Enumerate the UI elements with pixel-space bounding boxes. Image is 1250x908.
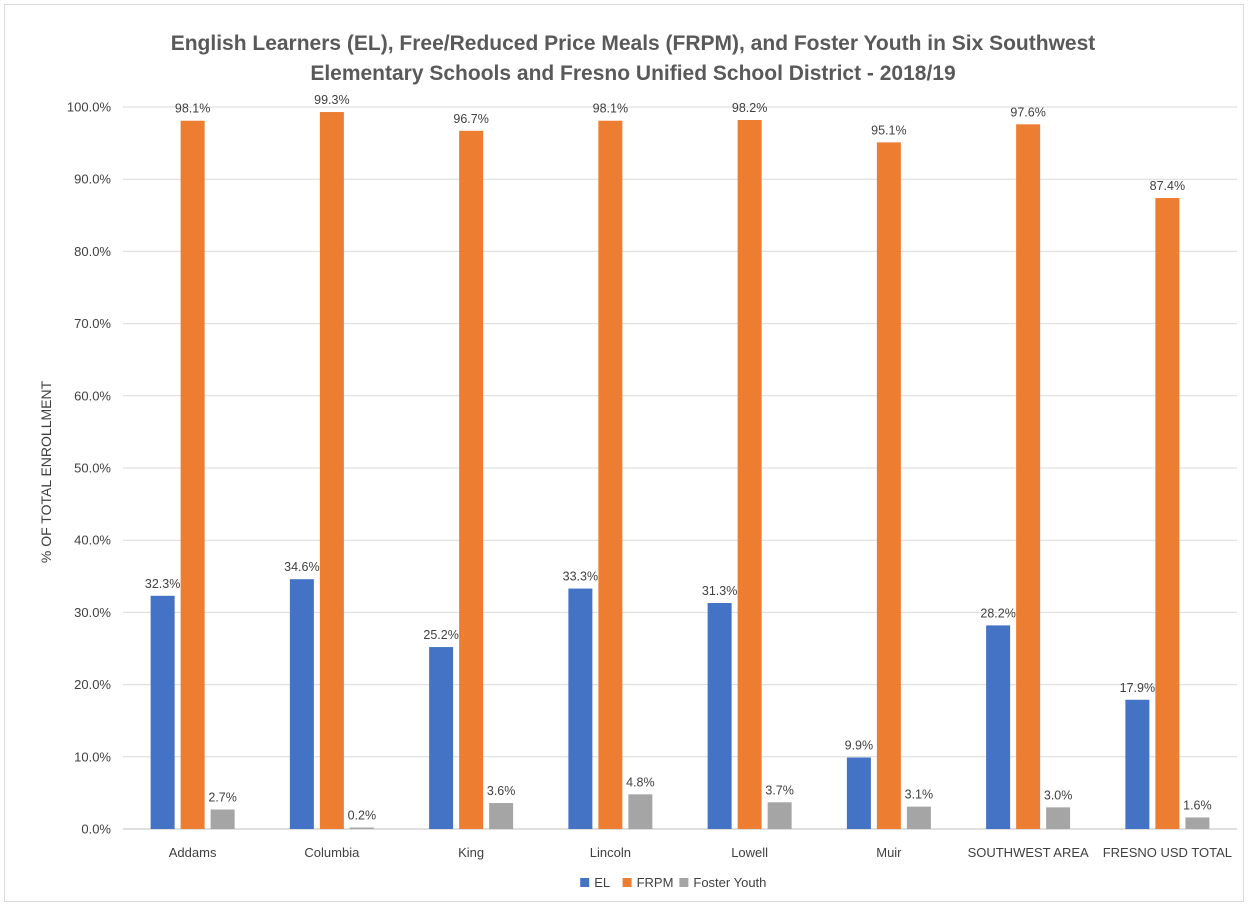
bar-foster-youth — [489, 803, 514, 829]
y-tick-label: 70.0% — [74, 316, 111, 331]
x-category-label: Muir — [876, 845, 902, 860]
y-tick-label: 50.0% — [74, 461, 111, 476]
data-label: 98.2% — [732, 101, 767, 115]
data-label: 9.9% — [845, 739, 874, 753]
data-label: 31.3% — [702, 584, 737, 598]
y-tick-label: 10.0% — [74, 749, 111, 764]
legend-label: FRPM — [637, 875, 674, 890]
chart-frame: English Learners (EL), Free/Reduced Pric… — [4, 4, 1244, 902]
x-category-label: FRESNO USD TOTAL — [1103, 845, 1232, 860]
data-label: 3.0% — [1044, 788, 1073, 802]
data-label: 34.6% — [284, 560, 319, 574]
y-tick-label: 80.0% — [74, 244, 111, 259]
bar-el — [289, 579, 314, 829]
data-label: 97.6% — [1010, 105, 1045, 119]
y-tick-label: 60.0% — [74, 388, 111, 403]
legend-label: Foster Youth — [693, 875, 766, 890]
bar-frpm — [319, 112, 344, 829]
data-label: 3.6% — [487, 784, 516, 798]
bar-el — [150, 595, 175, 829]
bar-el — [568, 588, 593, 829]
legend-swatch-foster-youth — [679, 878, 689, 887]
y-tick-label: 90.0% — [74, 172, 111, 187]
bar-foster-youth — [767, 802, 792, 829]
data-labels: 32.3% 98.1% 2.7% 34.6% 99.3% 0.2% 25.2% 96.7% 3.… — [145, 93, 1212, 823]
bar-frpm — [737, 119, 762, 830]
data-label: 98.1% — [175, 102, 210, 116]
data-label: 2.7% — [208, 791, 237, 805]
data-label: 28.2% — [980, 606, 1015, 620]
data-label: 1.6% — [1183, 798, 1212, 812]
data-label: 87.4% — [1150, 179, 1185, 193]
chart-svg: English Learners (EL), Free/Reduced Pric… — [38, 32, 1237, 890]
bar-el — [986, 625, 1011, 829]
x-category-label: Addams — [169, 845, 217, 860]
data-label: 17.9% — [1120, 681, 1155, 695]
legend-swatch-frpm — [622, 878, 632, 887]
legend-label: EL — [594, 875, 610, 890]
x-category-label: Columbia — [304, 845, 360, 860]
bar-foster-youth — [349, 827, 374, 829]
y-axis-ticks: 0.0% 10.0% 20.0% 30.0% 40.0% 50.0% 60.0% 70.0% 8… — [67, 100, 112, 837]
bar-frpm — [1155, 197, 1180, 830]
bar-frpm — [598, 120, 623, 829]
legend: EL FRPM Foster Youth — [580, 875, 766, 890]
bar-frpm — [876, 142, 901, 830]
chart-title-line-1: English Learners (EL), Free/Reduced Pric… — [171, 32, 1096, 55]
data-label: 98.1% — [593, 102, 628, 116]
bar-foster-youth — [1185, 817, 1210, 829]
data-label: 3.7% — [765, 783, 794, 797]
y-tick-label: 20.0% — [74, 677, 111, 692]
bar-el — [846, 757, 871, 829]
bar-frpm — [459, 130, 484, 829]
bar-el — [1125, 699, 1150, 829]
bar-el — [707, 603, 732, 829]
x-category-label: King — [458, 845, 484, 860]
bar-foster-youth — [628, 794, 653, 829]
x-axis-categories: Addams Columbia King Lincoln Lowell Muir SOUTH… — [169, 845, 1232, 860]
data-label: 33.3% — [563, 570, 598, 584]
x-category-label: Lowell — [731, 845, 768, 860]
data-label: 0.2% — [348, 809, 377, 823]
x-category-label: SOUTHWEST AREA — [968, 845, 1089, 860]
chart-title: English Learners (EL), Free/Reduced Pric… — [171, 32, 1096, 85]
bar-foster-youth — [1046, 807, 1071, 829]
data-label: 99.3% — [314, 93, 349, 107]
y-tick-label: 0.0% — [81, 822, 111, 837]
data-label: 96.7% — [453, 112, 488, 126]
data-label: 25.2% — [423, 628, 458, 642]
data-label: 32.3% — [145, 577, 180, 591]
legend-swatch-el — [580, 878, 590, 887]
bars — [150, 112, 1210, 830]
bar-frpm — [180, 120, 205, 829]
x-category-label: Lincoln — [590, 845, 631, 860]
data-label: 3.1% — [905, 788, 934, 802]
bar-foster-youth — [210, 809, 235, 829]
y-tick-label: 100.0% — [67, 100, 112, 115]
y-axis-label: % OF TOTAL ENROLLMENT — [38, 380, 54, 563]
chart-title-line-2: Elementary Schools and Fresno Unified Sc… — [310, 62, 955, 85]
y-tick-label: 30.0% — [74, 605, 111, 620]
bar-el — [429, 647, 454, 829]
data-label: 95.1% — [871, 123, 906, 137]
data-label: 4.8% — [626, 775, 655, 789]
bar-foster-youth — [906, 806, 931, 829]
y-tick-label: 40.0% — [74, 533, 111, 548]
bar-frpm — [1016, 124, 1041, 829]
